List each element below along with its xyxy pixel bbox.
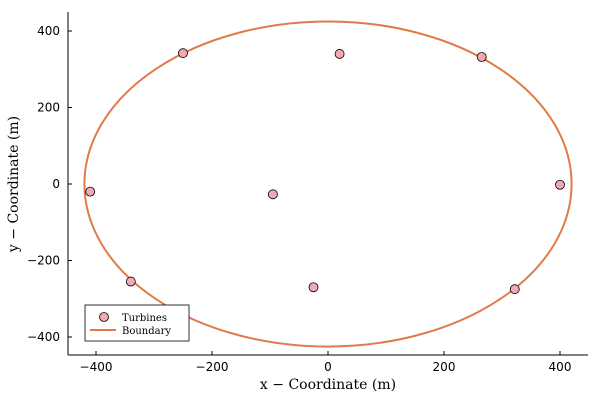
boundary-ellipse (83, 20, 573, 348)
y-tick-label: −200 (27, 254, 60, 268)
y-ticks: −400 −200 0 200 400 (27, 24, 72, 344)
x-tick-label: 0 (324, 360, 332, 374)
legend-box (84, 304, 190, 342)
y-tick-label: 200 (37, 101, 60, 115)
turbine-point (555, 179, 565, 190)
y-tick-label: 0 (52, 177, 60, 191)
x-ticks: −400 −200 0 200 400 (80, 351, 572, 374)
turbine-point (334, 49, 345, 59)
legend-label-turbines: Turbines (122, 313, 167, 324)
turbine-point (509, 284, 520, 295)
x-tick-label: 200 (433, 360, 456, 374)
turbine-point (125, 276, 136, 287)
turbine-point (178, 48, 188, 59)
boundary-layer (83, 20, 573, 348)
legend-marker-turbines (99, 312, 109, 322)
y-tick-label: 400 (37, 24, 60, 38)
turbine-points (85, 48, 565, 295)
turbine-point (85, 186, 96, 197)
x-tick-label: −400 (80, 360, 113, 374)
turbine-point (267, 189, 278, 200)
y-axis-label: y − Coordinate (m) (6, 116, 22, 253)
turbine-point (308, 282, 319, 293)
turbine-point (476, 52, 487, 62)
x-tick-label: 400 (549, 360, 572, 374)
axes (67, 12, 588, 356)
x-tick-label: −200 (196, 360, 229, 374)
y-tick-label: −400 (27, 330, 60, 344)
legend-label-boundary: Boundary (122, 326, 171, 337)
legend: Turbines Boundary (84, 304, 190, 342)
x-axis-label: x − Coordinate (m) (260, 377, 396, 393)
plot-area (83, 20, 573, 348)
